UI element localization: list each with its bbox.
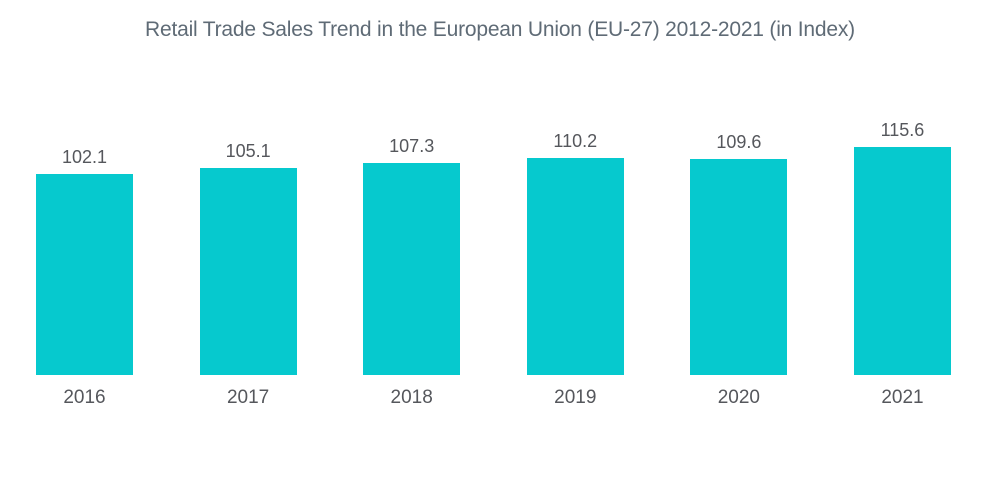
bar-column: 110.2 2019: [526, 130, 624, 409]
bar-column: 115.6 2021: [853, 119, 951, 409]
x-axis-tick-label: 2019: [554, 387, 597, 408]
bar-value-label: 109.6: [716, 131, 762, 152]
plot-area: 102.1 2016 105.1 2017 107.3 2018 110.2 2…: [0, 119, 1000, 409]
bar-column: 105.1 2017: [199, 140, 297, 409]
bar-column: 109.6 2020: [690, 131, 788, 409]
bar-value-label: 115.6: [880, 120, 925, 140]
bar-column: 107.3 2018: [363, 135, 461, 409]
bar: [36, 173, 133, 375]
x-axis-tick-label: 2018: [390, 387, 433, 408]
x-axis-tick-label: 2021: [881, 387, 924, 408]
chart-title: Retail Trade Sales Trend in the European…: [145, 18, 855, 41]
x-axis-tick-label: 2020: [717, 387, 761, 408]
x-axis-tick-label: 2017: [226, 387, 270, 408]
bar-value-label: 107.3: [389, 136, 435, 157]
bar-value-label: 110.2: [553, 130, 598, 151]
bar-value-label: 105.1: [225, 140, 271, 161]
bar: [690, 158, 788, 375]
bar: [526, 157, 624, 375]
bar: [199, 167, 297, 375]
bar-value-label: 102.1: [61, 146, 108, 167]
bar-column: 102.1 2016: [36, 146, 133, 409]
bar: [363, 163, 461, 375]
x-axis-tick-label: 2016: [63, 387, 106, 408]
bar: [853, 147, 951, 375]
